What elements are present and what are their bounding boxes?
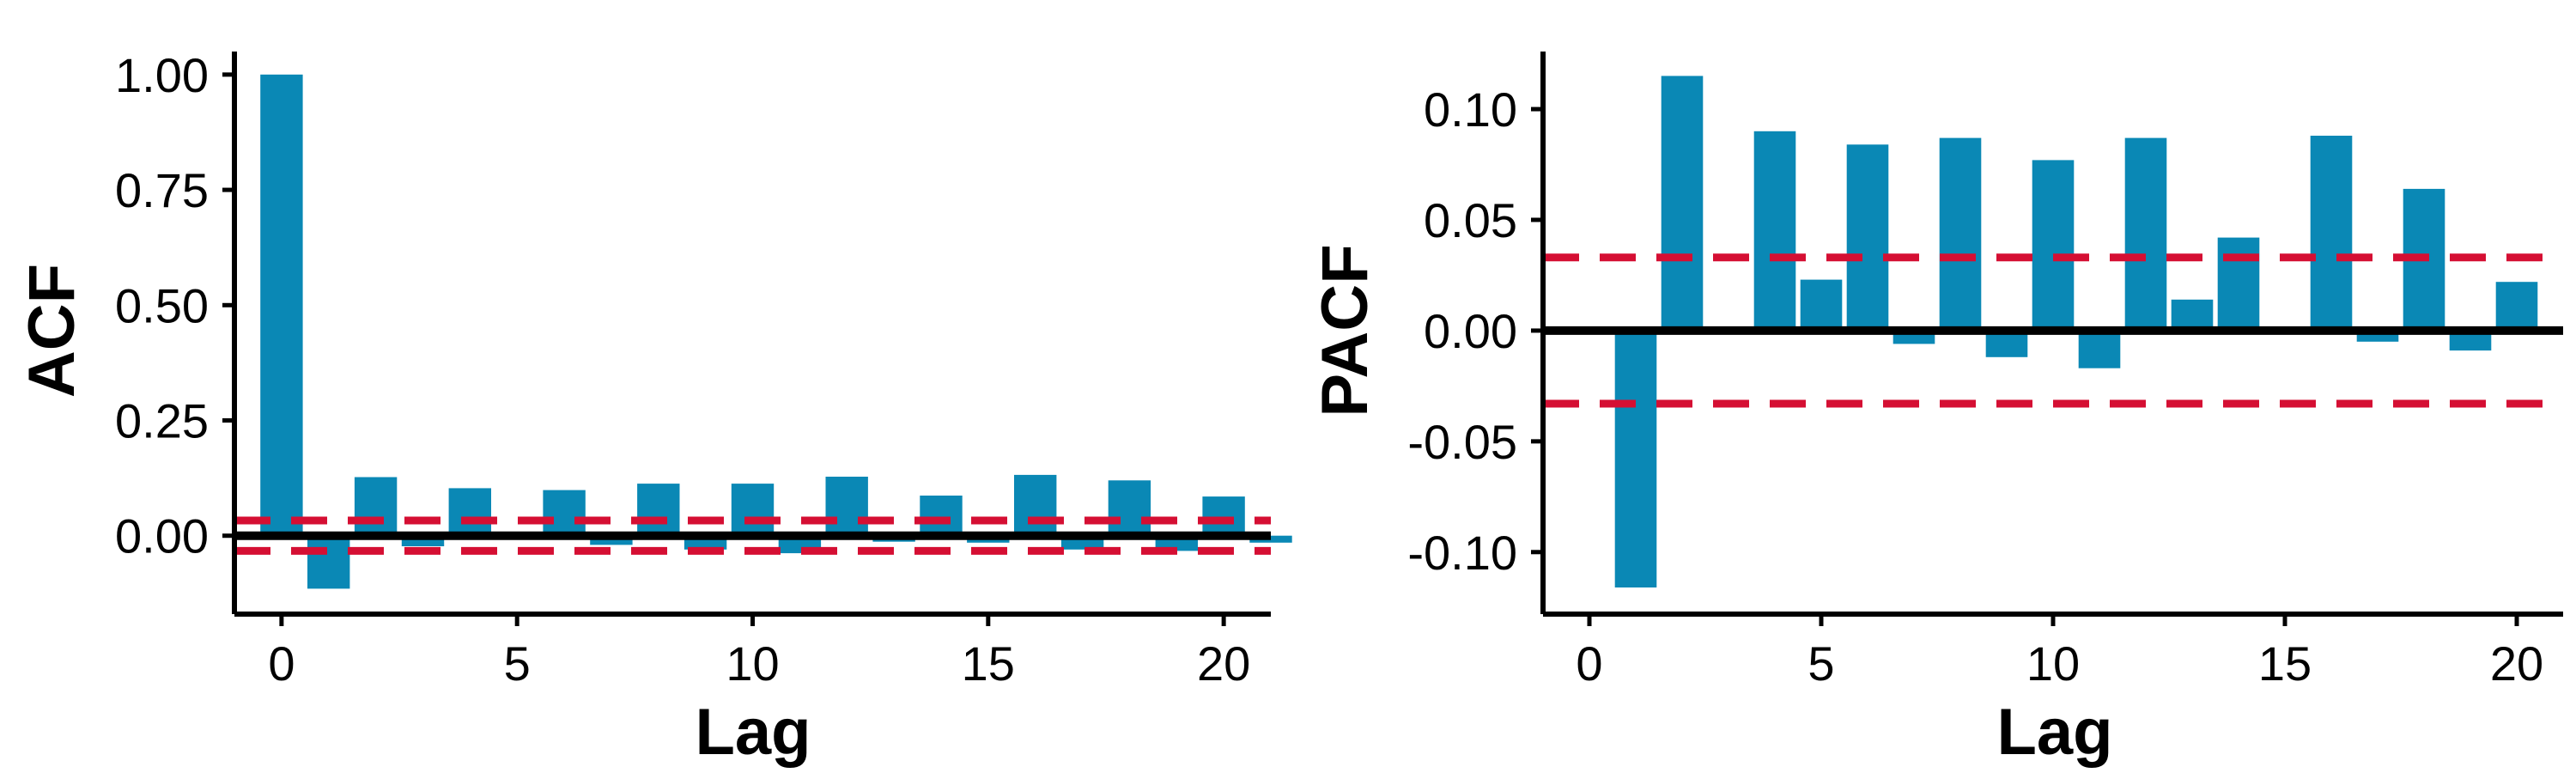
- acf-bar-lag-18: [1108, 480, 1151, 536]
- acf-bar-lag-7: [590, 535, 633, 545]
- acf-y-axis-title: ACF: [15, 264, 88, 398]
- acf-y-tick-label: 0.50: [115, 278, 209, 332]
- pacf-y-tick-label: -0.05: [1407, 415, 1517, 469]
- pacf-bar-lag-10: [2032, 160, 2075, 331]
- pacf-bar-lag-9: [1985, 330, 2028, 357]
- acf-x-tick-label: 0: [268, 636, 295, 691]
- acf-bar-lag-2: [354, 477, 398, 536]
- acf-x-axis-title: Lag: [695, 696, 811, 769]
- pacf-bar-lag-19: [2449, 330, 2492, 351]
- acf-bar-lag-10: [731, 484, 775, 536]
- pacf-bar-lag-4: [1753, 131, 1796, 331]
- pacf-ticks: 0 5 10 15 20 -0.10 -0.05 0.00 0.05 0.10: [1407, 82, 2543, 691]
- pacf-confidence-bounds: [1543, 253, 2563, 408]
- pacf-x-tick-label: 5: [1807, 636, 1834, 691]
- pacf-x-tick-label: 0: [1576, 636, 1602, 691]
- pacf-bar-lag-16: [2310, 136, 2353, 331]
- acf-y-tick-label: 0.25: [115, 394, 209, 448]
- pacf-bar-lag-8: [1939, 137, 1982, 331]
- acf-bar-lag-1: [307, 535, 350, 589]
- acf-bar-lag-0: [260, 74, 303, 536]
- acf-y-tick-label: 0.00: [115, 509, 209, 563]
- pacf-bar-lag-5: [1800, 279, 1843, 331]
- pacf-x-axis-title: Lag: [1996, 696, 2112, 769]
- pacf-bar-lag-14: [2217, 237, 2260, 331]
- pacf-y-axis-title: PACF: [1309, 244, 1382, 417]
- pacf-bar-lag-11: [2078, 330, 2121, 368]
- acf-y-tick-label: 0.75: [115, 163, 209, 217]
- acf-x-tick-label: 10: [726, 636, 779, 691]
- acf-bar-lag-14: [920, 496, 963, 536]
- acf-x-tick-label: 5: [504, 636, 531, 691]
- pacf-bars: [1614, 76, 2538, 587]
- acf-bar-lag-16: [1014, 474, 1057, 536]
- pacf-y-tick-label: 0.05: [1424, 193, 1517, 247]
- acf-bar-lag-12: [825, 477, 868, 536]
- acf-bar-lag-6: [543, 490, 586, 536]
- acf-x-tick-label: 20: [1197, 636, 1250, 691]
- pacf-bar-lag-12: [2124, 137, 2167, 331]
- pacf-x-tick-label: 10: [2026, 636, 2080, 691]
- pacf-panel: 0 5 10 15 20 -0.10 -0.05 0.00 0.05 0.10 Lag PACF: [1309, 52, 2563, 769]
- acf-bars: [260, 74, 1292, 589]
- pacf-bar-lag-1: [1614, 330, 1657, 587]
- acf-confidence-bounds: [234, 516, 1271, 555]
- acf-bar-lag-4: [448, 488, 491, 536]
- pacf-bar-lag-2: [1661, 76, 1704, 332]
- pacf-y-tick-label: -0.10: [1407, 526, 1517, 580]
- acf-bar-lag-8: [637, 484, 680, 536]
- acf-bar-lag-20: [1202, 496, 1245, 536]
- pacf-bar-lag-13: [2171, 299, 2214, 331]
- pacf-bar-lag-20: [2495, 282, 2538, 331]
- pacf-bar-lag-6: [1846, 144, 1889, 331]
- pacf-x-tick-label: 20: [2490, 636, 2543, 691]
- pacf-x-tick-label: 15: [2258, 636, 2312, 691]
- pacf-y-tick-label: 0.10: [1424, 82, 1517, 137]
- acf-ticks: 0 5 10 15 20 0.00 0.25 0.50 0.75 1.00: [115, 48, 1250, 691]
- acf-y-tick-label: 1.00: [115, 48, 209, 102]
- pacf-y-tick-label: 0.00: [1424, 304, 1517, 358]
- acf-x-tick-label: 15: [962, 636, 1015, 691]
- acf-panel: 0 5 10 15 20 0.00 0.25 0.50 0.75 1.00 Lag ACF: [15, 48, 1292, 769]
